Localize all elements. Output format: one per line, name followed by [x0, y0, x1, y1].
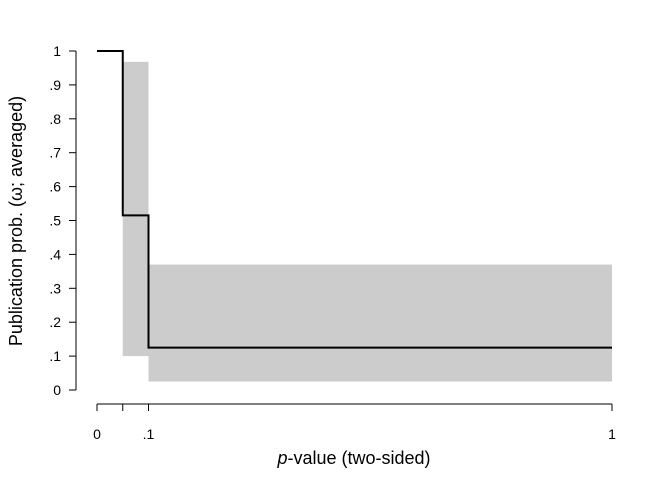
y-tick-label: 0: [53, 382, 61, 398]
ci-bands: [122, 61, 612, 382]
y-tick-label: .5: [49, 213, 61, 229]
x-axis-title-text: -value (two-sided): [287, 448, 430, 468]
x-axis-title-p: p: [276, 448, 287, 468]
x-tick-label: 1: [608, 426, 616, 442]
estimate-step-line: [97, 50, 612, 349]
x-axis-title: p-value (two-sided): [276, 448, 430, 468]
y-tick-label: .4: [49, 246, 61, 262]
y-tick-label: 1: [53, 43, 61, 59]
y-tick-label: .2: [49, 314, 61, 330]
y-tick-label: .6: [49, 179, 61, 195]
ci-band-1: [122, 61, 149, 357]
x-tick-label: 0: [93, 426, 101, 442]
y-tick-label: .1: [49, 348, 61, 364]
x-axis: 0.1 1: [93, 403, 616, 442]
ci-band-2: [148, 264, 612, 382]
x-tick-label: .1: [143, 426, 155, 442]
y-tick-label: .8: [49, 111, 61, 127]
y-tick-label: .3: [49, 280, 61, 296]
y-tick-label: .9: [49, 77, 61, 93]
y-tick-label: .7: [49, 145, 61, 161]
y-axis: 0 .1 .2 .3 .4 .5 .6 .7 .8 .9 1: [49, 43, 77, 398]
y-axis-title: Publication prob. (ω; averaged): [6, 96, 26, 346]
